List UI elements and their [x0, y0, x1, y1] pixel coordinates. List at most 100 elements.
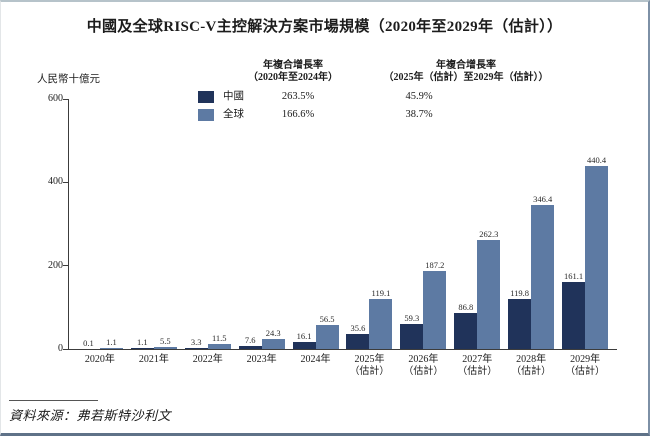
x-axis-label-year: 2020年 — [84, 354, 115, 365]
plot-bars: 0.1 1.1 1.1 5.5 3.3 11.5 7.6 24.3 16.1 56.5 35.6 11… — [69, 99, 616, 349]
x-axis-label-year: 2028年 — [516, 354, 547, 365]
bar-全球-2029年: 440.4 — [585, 155, 609, 349]
legend-label-global: 全球 — [223, 109, 244, 120]
cagr-header-line: 年複合增長率 — [263, 60, 323, 71]
bar-value-label-中國-2027年: 86.8 — [458, 301, 474, 312]
x-axis-label-2026年: 2026年 （估計） — [400, 354, 446, 377]
bar-全球-2020年: 1.1 — [99, 338, 123, 349]
bar-全球-2022年: 11.5 — [207, 334, 231, 349]
bar-中國-2025年: 35.6 — [346, 324, 370, 349]
bar-中國-2026年: 59.3 — [400, 314, 424, 349]
y-axis-unit-label: 人民幣十億元 — [37, 74, 100, 85]
x-axis-label-2022年: 2022年 — [185, 354, 231, 377]
x-axis-line — [68, 349, 617, 350]
x-axis-label-2023年: 2023年 — [239, 354, 285, 377]
cagr-value-china-2020-2024: 263.5% — [281, 91, 315, 102]
bar-value-label-中國-2020年: 0.1 — [83, 337, 94, 348]
bar-value-label-全球-2025年: 119.1 — [371, 288, 391, 299]
source-divider-line — [9, 400, 98, 401]
y-axis-line — [68, 99, 69, 349]
cagr-header-line: （2025年（估計）至2029年（估計）） — [383, 72, 549, 83]
bar-group-2020年: 0.1 1.1 — [76, 338, 123, 349]
x-axis-label-note: （估計） — [403, 365, 444, 377]
legend-swatch-global — [198, 109, 214, 121]
bar-value-label-中國-2028年: 119.8 — [510, 288, 530, 299]
x-axis-label-2027年: 2027年 （估計） — [454, 354, 500, 377]
bar-value-label-全球-2026年: 187.2 — [425, 260, 445, 270]
bar-value-label-全球-2029年: 440.4 — [587, 154, 607, 165]
y-tick-label-0: 0 — [58, 343, 63, 354]
cagr-header-2025-2029: 年複合增長率 （2025年（估計）至2029年（估計）） — [343, 60, 589, 84]
bar-中國-2022年: 3.3 — [184, 337, 208, 349]
x-axis-label-year: 2029年 — [570, 354, 601, 365]
source-note: 資料來源：弗若斯特沙利文 — [9, 408, 172, 423]
x-axis-label-year: 2024年 — [300, 354, 331, 365]
bar-value-label-中國-2026年: 59.3 — [404, 313, 420, 324]
bar-value-label-中國-2025年: 35.6 — [350, 323, 366, 334]
x-axis-label-note: （估計） — [349, 365, 390, 377]
x-axis-label-2021年: 2021年 — [131, 354, 177, 377]
bar-全球-2024年: 56.5 — [315, 315, 339, 349]
legend-label-china: 中國 — [223, 91, 244, 102]
bar-全球-2021年: 5.5 — [153, 336, 177, 349]
x-axis-label-year: 2026年 — [408, 354, 439, 365]
bar-group-2025年: 35.6 119.1 — [346, 289, 393, 349]
bar-value-label-全球-2024年: 56.5 — [319, 314, 335, 325]
cagr-header-line: 年複合增長率 — [436, 60, 496, 71]
y-tick-label-600: 600 — [48, 93, 63, 104]
legend-swatch-china — [198, 91, 214, 103]
x-axis-label-note: （估計） — [565, 365, 606, 377]
x-axis-label-2024年: 2024年 — [293, 354, 339, 377]
x-axis-label-2029年: 2029年 （估計） — [562, 354, 608, 377]
x-axis-label-2020年: 2020年 — [77, 354, 123, 377]
cagr-header-2020-2024: 年複合增長率 （2020年至2024年） — [228, 60, 358, 84]
bar-value-label-中國-2021年: 1.1 — [137, 337, 148, 347]
x-axis-label-year: 2027年 — [462, 354, 493, 365]
bar-group-2029年: 161.1 440.4 — [562, 155, 609, 349]
bar-value-label-全球-2020年: 1.1 — [106, 337, 117, 347]
x-axis-label-2028年: 2028年 （估計） — [508, 354, 554, 377]
x-axis-label-note: （估計） — [457, 365, 498, 377]
bar-value-label-中國-2029年: 161.1 — [564, 270, 584, 281]
y-tick-label-200: 200 — [48, 259, 63, 271]
x-axis-label-year: 2023年 — [246, 354, 277, 365]
bar-value-label-全球-2022年: 11.5 — [211, 333, 227, 344]
bar-value-label-全球-2021年: 5.5 — [160, 335, 171, 346]
bar-中國-2028年: 119.8 — [508, 289, 532, 349]
bar-全球-2026年: 187.2 — [423, 261, 447, 349]
bar-中國-2024年: 16.1 — [292, 332, 316, 349]
chart-title: 中國及全球RISC-V主控解決方案市場規模（2020年至2029年（估計）） — [86, 19, 563, 35]
bar-group-2027年: 86.8 262.3 — [454, 229, 501, 349]
bar-中國-2021年: 1.1 — [130, 338, 154, 349]
cagr-value-china-2025-2029: 45.9% — [405, 91, 433, 102]
x-axis-labels: 2020年 2021年 2022年 2023年 2024年 2025年 （估計） 2026年（… — [69, 354, 616, 377]
cagr-header-line: （2020年至2024年） — [248, 72, 338, 83]
bar-value-label-全球-2023年: 24.3 — [265, 327, 281, 338]
x-axis-label-year: 2025年 — [354, 354, 385, 365]
bar-value-label-中國-2023年: 7.6 — [244, 334, 256, 345]
bar-group-2021年: 1.1 5.5 — [130, 336, 177, 349]
y-tick-mark-0 — [63, 348, 68, 350]
bar-中國-2027年: 86.8 — [454, 302, 478, 349]
bar-value-label-中國-2024年: 16.1 — [296, 331, 312, 342]
y-tick-mark-600 — [63, 98, 68, 100]
y-tick-mark-200 — [63, 265, 68, 267]
bar-group-2023年: 7.6 24.3 — [238, 328, 285, 349]
bar-group-2026年: 59.3 187.2 — [400, 261, 447, 349]
cagr-value-global-2025-2029: 38.7% — [405, 109, 433, 120]
bar-全球-2023年: 24.3 — [261, 328, 285, 349]
bar-全球-2027年: 262.3 — [477, 229, 501, 349]
y-tick-mark-400 — [63, 181, 68, 183]
bar-group-2024年: 16.1 56.5 — [292, 315, 339, 349]
bar-中國-2029年: 161.1 — [562, 271, 586, 349]
bar-value-label-全球-2028年: 346.4 — [533, 193, 553, 204]
bar-group-2028年: 119.8 346.4 — [508, 194, 555, 349]
x-axis-label-year: 2021年 — [138, 354, 169, 365]
x-axis-label-2025年: 2025年 （估計） — [346, 354, 392, 377]
cagr-value-global-2020-2024: 166.6% — [281, 109, 315, 120]
bar-group-2022年: 3.3 11.5 — [184, 334, 231, 349]
bar-全球-2025年: 119.1 — [369, 289, 393, 349]
bar-value-label-中國-2022年: 3.3 — [190, 336, 202, 347]
bar-value-label-全球-2027年: 262.3 — [479, 228, 499, 239]
